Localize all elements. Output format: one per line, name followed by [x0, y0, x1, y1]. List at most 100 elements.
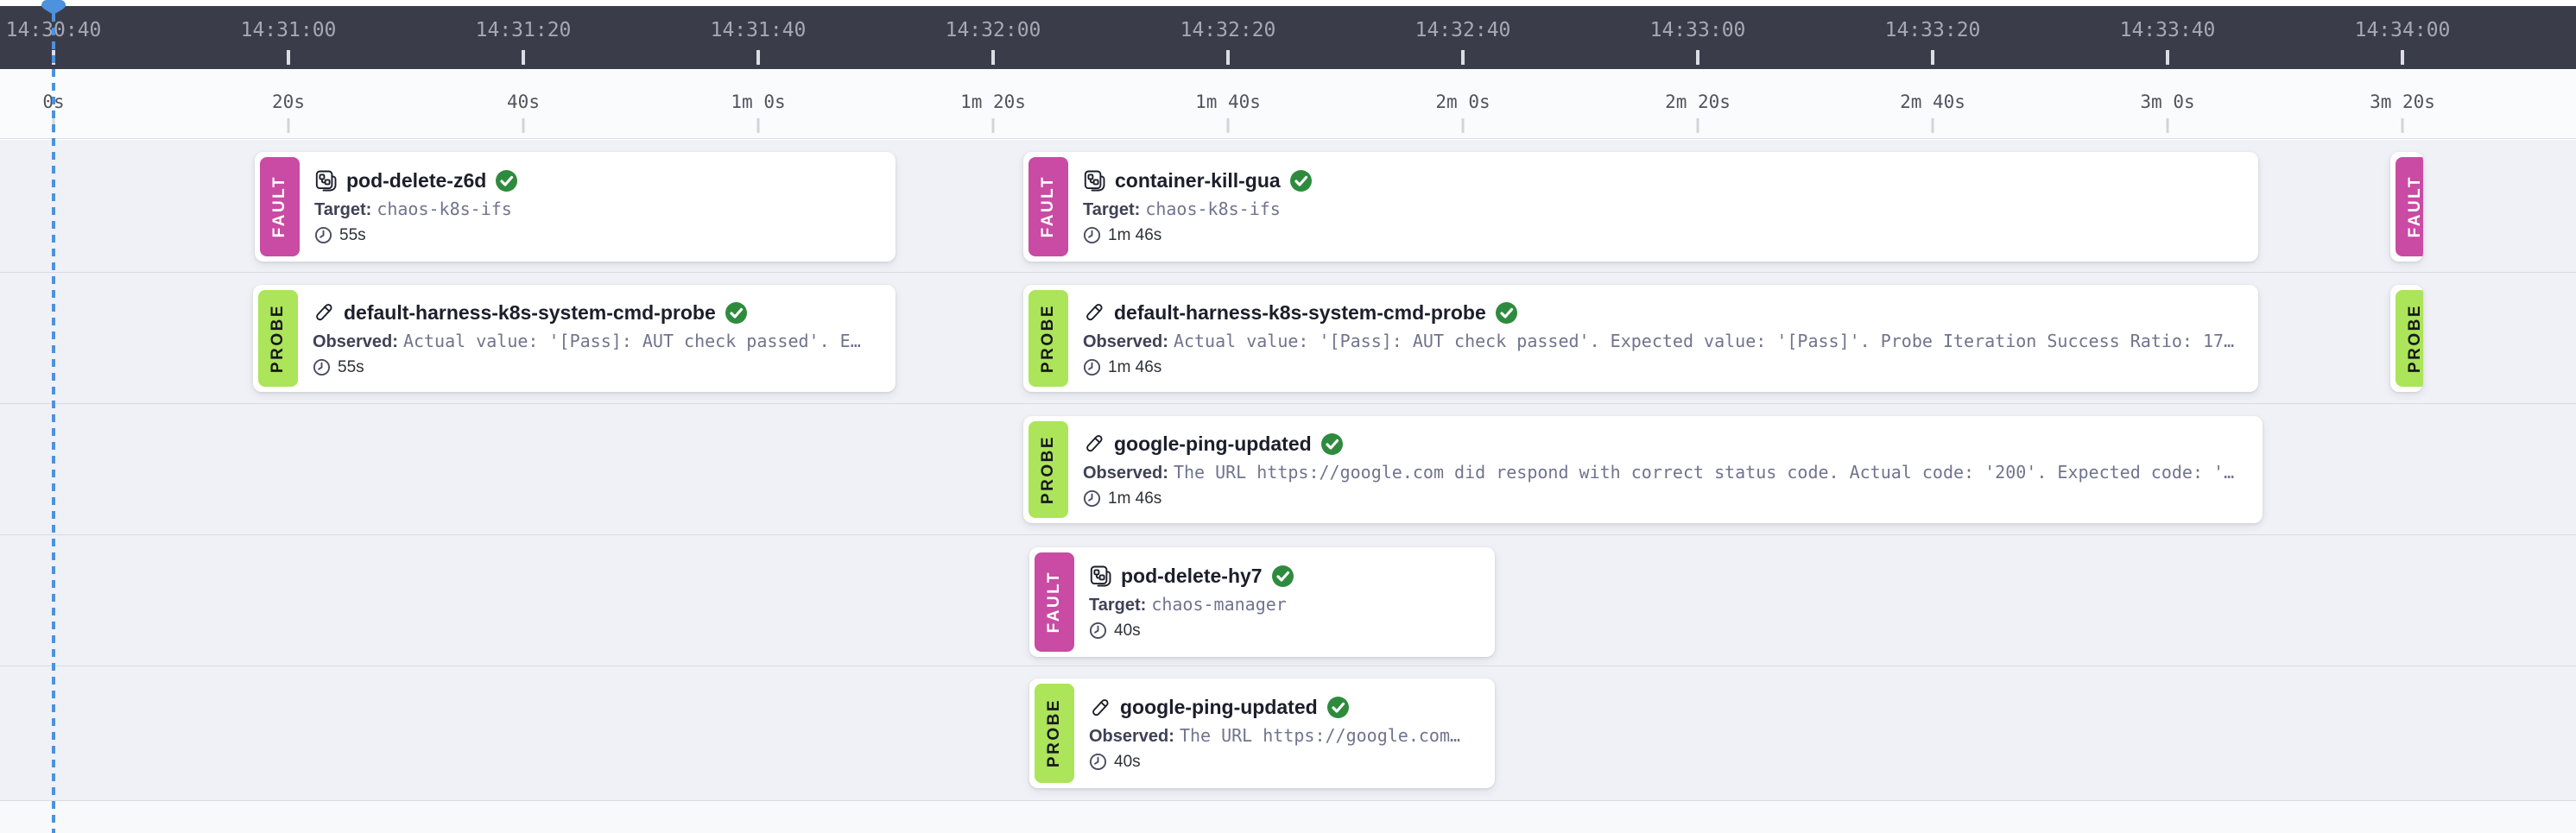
- relative-time-label: 20s: [272, 92, 305, 112]
- check-circle-icon: [1289, 169, 1313, 192]
- timebar-tick-mark: [287, 50, 290, 65]
- event-type-chip: FAULT: [2396, 157, 2423, 256]
- event-type-label: FAULT: [270, 175, 288, 238]
- absolute-time-label: 14:30:40: [5, 19, 102, 41]
- event-type-chip: PROBE: [2396, 290, 2423, 387]
- timeline-event-card[interactable]: PROBE default-harness-k8s-system-cmd-pro…: [253, 285, 896, 392]
- event-duration: 1m 46s: [1108, 489, 1162, 508]
- clock-icon: [314, 226, 332, 244]
- event-card-body: google-ping-updated Observed: The URL htt…: [1089, 684, 1460, 783]
- detail-value: Actual value: '[Pass]: AUT check passed'…: [402, 331, 861, 351]
- event-type-chip: FAULT: [1029, 157, 1068, 256]
- clock-icon: [1083, 358, 1101, 376]
- event-duration-row: 55s: [313, 358, 861, 376]
- absolute-time-label: 14:32:00: [945, 19, 1041, 41]
- event-duration: 40s: [1114, 753, 1141, 771]
- relative-time-label: 0s: [42, 92, 65, 112]
- event-name: google-ping-updated: [1114, 432, 1312, 455]
- check-circle-icon: [495, 169, 518, 192]
- detail-value: The URL https://google.com…: [1179, 726, 1461, 746]
- clock-icon: [1083, 489, 1101, 508]
- clock-icon: [1083, 226, 1101, 244]
- timebar-tick-mark: [991, 50, 995, 65]
- event-type-chip: PROBE: [1029, 290, 1068, 387]
- absolute-time-label: 14:33:40: [2119, 19, 2216, 41]
- timeline-event-card[interactable]: PROBE google-ping-updated Observed: The U…: [1023, 416, 2263, 523]
- timeline-event-card[interactable]: FAULT container-kill-gua Target: chaos-k8…: [1023, 152, 2258, 262]
- event-detail-row: Observed: Actual value: '[Pass]: AUT chec…: [313, 331, 861, 351]
- event-type-chip: PROBE: [1035, 684, 1074, 783]
- event-duration: 55s: [339, 226, 366, 244]
- relative-time-label: 3m 20s: [2370, 92, 2435, 112]
- timeline-event-card[interactable]: PROBE: [2390, 285, 2423, 392]
- event-detail-row: Target: chaos-manager: [1089, 595, 1294, 615]
- event-title-row: default-harness-k8s-system-cmd-probe: [313, 301, 861, 325]
- detail-label: Observed:: [1089, 727, 1174, 746]
- ruler-tick-mark: [2401, 118, 2404, 133]
- event-duration-row: 40s: [1089, 753, 1460, 771]
- event-name: default-harness-k8s-system-cmd-probe: [344, 300, 716, 324]
- event-type-chip: PROBE: [1029, 421, 1068, 518]
- absolute-time-label: 14:32:40: [1415, 19, 1511, 41]
- event-duration: 40s: [1114, 622, 1141, 640]
- check-circle-icon: [1495, 301, 1518, 325]
- relative-time-label: 2m 40s: [1900, 92, 1965, 112]
- event-type-label: PROBE: [269, 303, 287, 374]
- timebar-tick-mark: [2401, 50, 2404, 65]
- relative-time-label: 3m 0s: [2140, 92, 2195, 112]
- detail-label: Target:: [314, 200, 372, 219]
- absolute-time-label: 14:33:00: [1649, 19, 1746, 41]
- timeline-event-card[interactable]: FAULT pod-delete-z6d Target: chaos-k8s-if…: [255, 152, 896, 262]
- ruler-tick-mark: [991, 118, 995, 133]
- relative-time-label: 1m 20s: [960, 92, 1026, 112]
- relative-time-label: 40s: [507, 92, 540, 112]
- event-type-label: PROBE: [1045, 698, 1063, 768]
- event-title-row: google-ping-updated: [1089, 696, 1460, 719]
- detail-label: Observed:: [313, 331, 398, 351]
- event-type-label: PROBE: [1039, 434, 1057, 505]
- ruler-tick-mark: [1461, 118, 1465, 133]
- check-circle-icon: [725, 301, 748, 325]
- event-type-chip: PROBE: [258, 290, 298, 387]
- timeline-event-card[interactable]: FAULT pod-delete-hy7 Target: chaos-manage…: [1029, 547, 1495, 657]
- timeline-event-card[interactable]: PROBE google-ping-updated Observed: The U…: [1029, 678, 1495, 788]
- clock-icon: [1089, 622, 1107, 640]
- absolute-time-label: 14:32:20: [1180, 19, 1276, 41]
- timeline-event-card[interactable]: PROBE default-harness-k8s-system-cmd-pro…: [1023, 285, 2258, 392]
- timeline-header: 14:30:40 14:31:00 14:31:20 14:31:40 14:32:00…: [0, 6, 2576, 69]
- event-name: google-ping-updated: [1120, 696, 1318, 718]
- absolute-time-label: 14:31:40: [710, 19, 807, 41]
- event-name: pod-delete-z6d: [346, 169, 487, 192]
- event-duration: 1m 46s: [1108, 226, 1162, 244]
- event-title-row: default-harness-k8s-system-cmd-probe: [1083, 301, 2234, 325]
- detail-value: chaos-k8s-ifs: [1145, 199, 1281, 219]
- probe-icon: [313, 301, 335, 324]
- event-duration-row: 1m 46s: [1083, 358, 2234, 376]
- event-detail-row: Observed: The URL https://google.com did …: [1083, 463, 2234, 483]
- event-card-body: default-harness-k8s-system-cmd-probe Obs…: [1083, 290, 2234, 387]
- event-type-label: FAULT: [1039, 175, 1057, 238]
- detail-label: Observed:: [1083, 463, 1168, 483]
- absolute-time-label: 14:34:00: [2354, 19, 2451, 41]
- ruler-tick-mark: [1696, 118, 1699, 133]
- event-card-body: default-harness-k8s-system-cmd-probe Obs…: [313, 290, 861, 387]
- fault-icon: [1083, 169, 1106, 192]
- event-duration: 55s: [338, 357, 364, 376]
- event-card-body: google-ping-updated Observed: The URL htt…: [1083, 421, 2234, 518]
- ruler-tick-mark: [52, 118, 55, 133]
- event-detail-row: Target: chaos-k8s-ifs: [1083, 199, 1313, 219]
- detail-value: The URL https://google.com did respond w…: [1173, 462, 2235, 483]
- playhead-marker[interactable]: [41, 0, 66, 15]
- event-title-row: pod-delete-hy7: [1089, 565, 1294, 588]
- timebar-tick-mark: [522, 50, 525, 65]
- check-circle-icon: [1320, 432, 1344, 456]
- event-type-label: FAULT: [1045, 571, 1063, 634]
- event-type-label: PROBE: [1039, 303, 1057, 374]
- timeline-event-card[interactable]: FAULT: [2390, 152, 2423, 262]
- probe-icon: [1083, 432, 1105, 455]
- timebar-tick-mark: [1696, 50, 1699, 65]
- event-name: container-kill-gua: [1115, 169, 1281, 192]
- timeline-lane-empty: [0, 801, 2576, 833]
- event-duration-row: 1m 46s: [1083, 226, 1313, 244]
- event-card-body: container-kill-gua Target: chaos-k8s-ifs: [1083, 157, 1313, 256]
